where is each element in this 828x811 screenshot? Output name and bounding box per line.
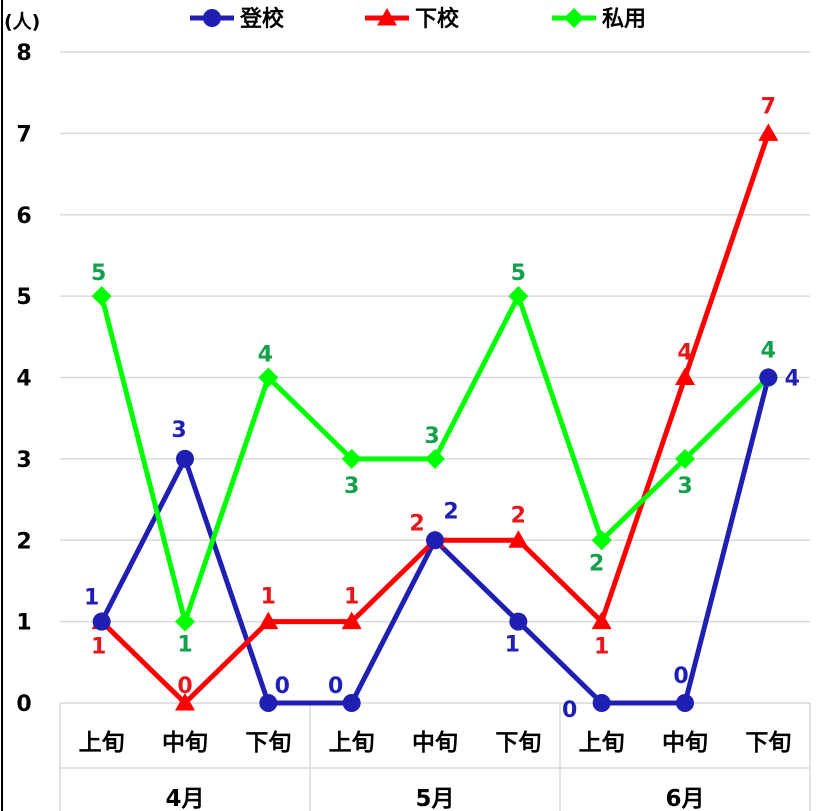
data-label: 2 xyxy=(409,511,424,536)
legend-label: 下校 xyxy=(415,6,460,32)
data-label: 0 xyxy=(562,698,577,723)
data-label: 4 xyxy=(785,367,800,392)
data-label: 1 xyxy=(84,586,99,611)
legend-label: 登校 xyxy=(239,6,285,32)
series-lines xyxy=(99,132,771,706)
legend-label: 私用 xyxy=(602,7,646,32)
data-point-marker xyxy=(92,612,111,631)
data-point-marker xyxy=(508,286,529,307)
y-tick-label: 8 xyxy=(16,41,31,66)
data-point-marker xyxy=(175,693,195,711)
legend-marker xyxy=(203,9,221,27)
data-point-marker xyxy=(591,611,612,630)
x-tick-label: 下旬 xyxy=(495,730,541,756)
y-tick-label: 4 xyxy=(16,367,31,392)
x-tick-label: 上旬 xyxy=(579,730,625,756)
data-label: 0 xyxy=(177,674,192,699)
data-label: 5 xyxy=(511,261,526,286)
x-tick-label: 下旬 xyxy=(745,730,791,756)
data-label: 5 xyxy=(91,261,106,286)
data-point-marker xyxy=(508,530,529,548)
data-label: 0 xyxy=(275,674,290,699)
legend: 登校 下校 私用 xyxy=(190,6,646,32)
data-label: 1 xyxy=(177,633,192,658)
legend-marker xyxy=(564,8,584,28)
data-label: 0 xyxy=(673,664,688,689)
data-label: 3 xyxy=(344,474,359,499)
data-point-marker xyxy=(342,694,361,712)
data-point-marker xyxy=(258,367,279,388)
y-tick-label: 7 xyxy=(16,122,31,147)
data-point-marker xyxy=(676,694,694,712)
data-point-marker xyxy=(759,368,778,387)
data-label: 3 xyxy=(424,424,439,449)
data-label: 4 xyxy=(677,341,692,366)
data-point-marker xyxy=(258,611,279,630)
data-point-marker xyxy=(675,367,695,385)
y-unit-label: (人) xyxy=(4,11,40,33)
data-label: 3 xyxy=(171,418,186,443)
data-label: 3 xyxy=(677,474,692,499)
data-point-marker xyxy=(758,123,779,141)
data-label: 1 xyxy=(594,635,609,660)
data-point-marker xyxy=(91,286,112,307)
legend-marker xyxy=(377,8,397,26)
data-point-marker xyxy=(175,611,195,632)
data-point-marker xyxy=(592,694,611,712)
data-label: 2 xyxy=(589,551,604,576)
y-tick-label: 2 xyxy=(16,529,31,554)
data-point-marker xyxy=(176,449,194,468)
x-group-label: 6月 xyxy=(665,786,704,811)
series-markers xyxy=(91,123,779,712)
x-tick-label: 中旬 xyxy=(162,730,208,756)
series-line xyxy=(99,132,771,706)
data-label: 1 xyxy=(344,585,359,610)
y-tick-labels: 0 1 2 3 4 5 6 7 8 xyxy=(16,41,31,717)
data-label: 1 xyxy=(505,633,520,658)
y-tick-label: 1 xyxy=(16,611,31,636)
category-axis: 上旬 中旬 下旬 上旬 中旬 下旬 上旬 中旬 下旬 4月 5月 6月 xyxy=(59,702,811,811)
x-group-label: 5月 xyxy=(415,786,454,811)
data-point-marker xyxy=(259,694,278,712)
y-tick-label: 3 xyxy=(16,448,31,473)
data-label: 0 xyxy=(328,674,343,699)
x-group-label: 4月 xyxy=(165,786,204,811)
data-label: 7 xyxy=(761,94,776,119)
data-point-marker xyxy=(591,530,612,551)
y-tick-label: 6 xyxy=(16,204,31,229)
data-point-marker xyxy=(509,612,528,631)
data-label: 1 xyxy=(91,635,106,660)
data-point-marker xyxy=(425,448,445,469)
x-tick-label: 下旬 xyxy=(245,730,291,756)
data-label: 2 xyxy=(511,503,526,528)
x-tick-label: 中旬 xyxy=(662,730,708,756)
data-point-marker xyxy=(426,531,444,550)
data-label: 2 xyxy=(443,499,458,524)
data-point-marker xyxy=(341,611,362,630)
data-point-marker xyxy=(341,448,362,469)
x-tick-label: 中旬 xyxy=(412,730,458,756)
x-tick-label: 上旬 xyxy=(329,730,375,756)
y-tick-label: 0 xyxy=(16,692,31,717)
data-label: 4 xyxy=(761,339,776,364)
x-tick-label: 上旬 xyxy=(79,730,125,756)
data-label: 4 xyxy=(258,343,273,368)
data-label: 1 xyxy=(261,585,276,610)
data-point-marker xyxy=(675,448,695,469)
y-tick-label: 5 xyxy=(16,285,31,310)
